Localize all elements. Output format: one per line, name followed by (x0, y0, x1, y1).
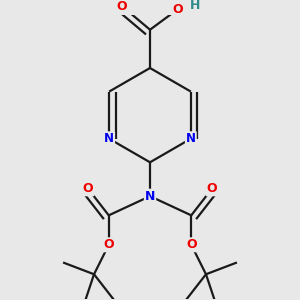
Text: O: O (207, 182, 217, 195)
Text: N: N (145, 190, 155, 203)
Text: O: O (186, 238, 196, 251)
Text: O: O (173, 3, 183, 16)
Text: N: N (186, 132, 196, 145)
Text: O: O (83, 182, 93, 195)
Text: O: O (103, 238, 114, 251)
Text: N: N (104, 132, 114, 145)
Text: H: H (190, 0, 200, 12)
Text: O: O (117, 0, 127, 13)
